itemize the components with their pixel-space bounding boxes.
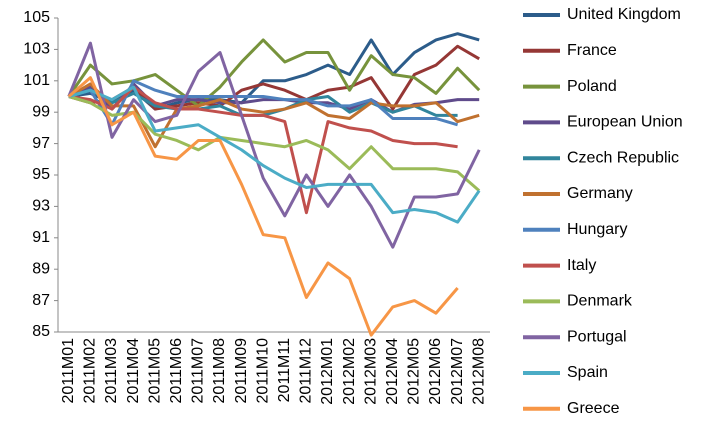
- y-tick-label: 99: [32, 103, 50, 120]
- x-tick-label: 2012M08: [470, 338, 487, 405]
- series-line: [68, 95, 481, 192]
- x-tick-label: 2012M02: [341, 338, 358, 405]
- legend-label: Poland: [567, 78, 617, 95]
- legend-label: Portugal: [567, 328, 627, 345]
- legend-label: Greece: [567, 400, 620, 417]
- series-line: [68, 82, 480, 149]
- x-tick-label: 2012M04: [384, 338, 401, 405]
- x-tick-label: 2011M05: [146, 338, 163, 404]
- series-line: [68, 79, 459, 127]
- series-line: [68, 85, 481, 224]
- x-tick-label: 2012M05: [406, 338, 423, 405]
- legend-label: Denmark: [567, 293, 633, 310]
- x-tick-label: 2011M12: [298, 338, 315, 404]
- x-tick-label: 2011M04: [125, 338, 142, 404]
- legend-label: Czech Republic: [567, 149, 679, 166]
- legend-label: Hungary: [567, 221, 627, 238]
- y-tick-label: 95: [32, 166, 50, 183]
- x-tick-label: 2011M02: [82, 338, 99, 404]
- legend-label: European Union: [567, 114, 683, 131]
- x-tick-label: 2012M07: [449, 338, 466, 405]
- x-tick-label: 2011M10: [254, 338, 271, 404]
- x-tick-label: 2011M03: [103, 338, 120, 404]
- y-tick-label: 91: [32, 229, 50, 246]
- legend-label: France: [567, 42, 617, 59]
- series-line: [67, 76, 459, 337]
- x-tick-label: 2011M09: [233, 338, 250, 404]
- series-line: [67, 38, 481, 108]
- x-tick-label: 2011M08: [211, 338, 228, 404]
- legend-label: United Kingdom: [567, 6, 681, 23]
- y-tick-label: 101: [23, 72, 50, 89]
- x-tick-label: 2011M07: [190, 338, 207, 404]
- y-tick-label: 85: [32, 323, 50, 340]
- x-tick-label: 2012M06: [427, 338, 444, 405]
- x-tick-label: 2012M03: [362, 338, 379, 405]
- y-tick-label: 93: [32, 198, 50, 215]
- x-tick-label: 2011M06: [168, 338, 185, 404]
- y-tick-label: 97: [32, 135, 50, 152]
- legend-label: Italy: [567, 257, 596, 274]
- legend-label: Germany: [567, 185, 633, 202]
- y-tick-label: 103: [23, 41, 50, 58]
- y-tick-label: 89: [32, 260, 50, 277]
- x-tick-label: 2011M11: [276, 338, 293, 402]
- series-line: [67, 41, 481, 249]
- y-tick-label: 87: [32, 292, 50, 309]
- legend-label: Spain: [567, 364, 608, 381]
- y-tick-label: 105: [23, 9, 50, 26]
- x-tick-label: 2011M01: [60, 338, 77, 404]
- x-tick-label: 2012M01: [319, 338, 336, 405]
